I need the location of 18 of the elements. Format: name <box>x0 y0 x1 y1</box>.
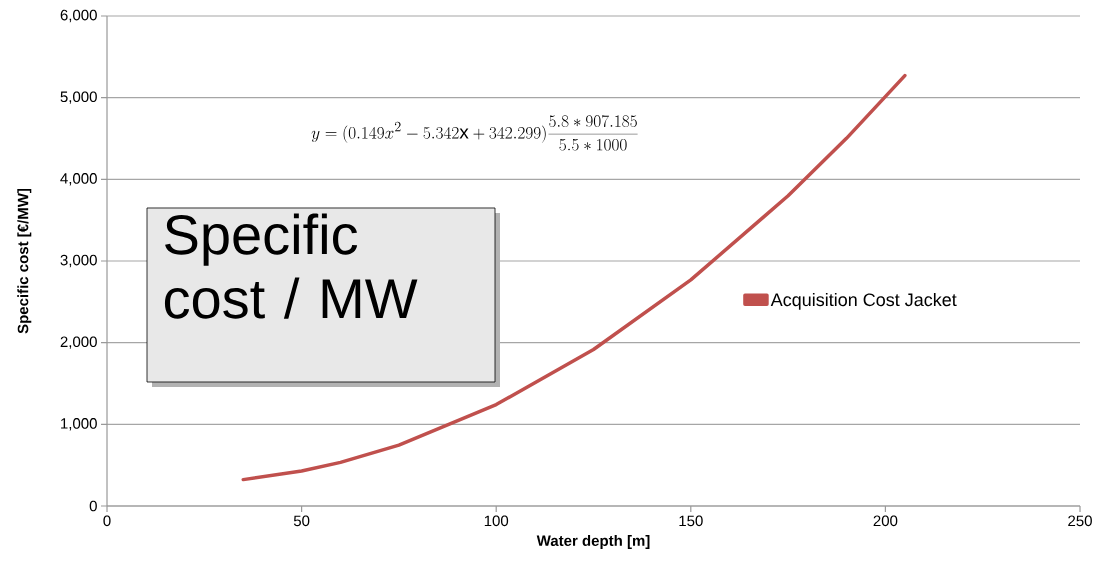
annotation: $y=(0.149x^{2}-5.342\mathrm{x}+342.299)\frac{5.8*907.185}{5.5*1000}$ <box>311 115 638 151</box>
x-tick-label: 50 <box>293 515 310 527</box>
y-axis-title: Specific cost [€/MW] <box>17 188 32 334</box>
legend-label: Acquisition Cost Jacket <box>770 292 957 310</box>
x-tick-label: 100 <box>484 515 509 527</box>
annotation: Specific cost / MW <box>164 213 418 319</box>
y-tick-label: 5,000 <box>60 91 97 104</box>
x-tick-label: 0 <box>103 515 111 527</box>
x-tick-label: 150 <box>679 515 703 527</box>
y-tick-label: 6,000 <box>60 9 97 23</box>
y-tick-label: 2,000 <box>60 336 97 349</box>
y-tick-label: 3,000 <box>60 254 97 268</box>
y-tick-label: 1,000 <box>61 418 97 431</box>
x-tick-label: 250 <box>1068 515 1092 527</box>
x-axis-title: Water depth [m] <box>536 535 650 549</box>
y-tick-label: 4,000 <box>60 173 97 186</box>
x-tick-label: 200 <box>873 515 898 527</box>
y-tick-label: 0 <box>89 500 97 512</box>
